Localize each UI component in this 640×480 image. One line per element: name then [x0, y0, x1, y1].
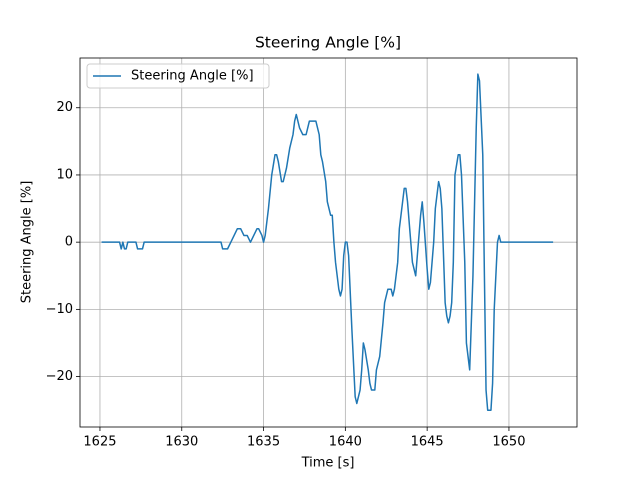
y-tick-label: 20 [56, 100, 73, 115]
y-axis-label: Steering Angle [%] [20, 181, 35, 304]
legend-box [86, 63, 270, 89]
y-tick-label: −10 [46, 302, 73, 317]
plot-frame [79, 57, 578, 428]
x-axis-label: Time [s] [301, 456, 355, 471]
x-tick-label: 1645 [411, 435, 444, 450]
y-tick-label: −20 [46, 369, 73, 384]
x-tick-label: 1640 [329, 435, 362, 450]
x-tick-label: 1625 [83, 435, 116, 450]
data-line [101, 73, 554, 411]
x-tick-label: 1650 [492, 435, 525, 450]
y-tick-label: 10 [56, 167, 73, 182]
legend-label: Steering Angle [%] [131, 69, 254, 84]
x-tick-label: 1630 [165, 435, 198, 450]
chart-title: Steering Angle [%] [255, 34, 401, 52]
y-tick-label: 0 [65, 235, 73, 250]
x-tick-label: 1635 [247, 435, 280, 450]
